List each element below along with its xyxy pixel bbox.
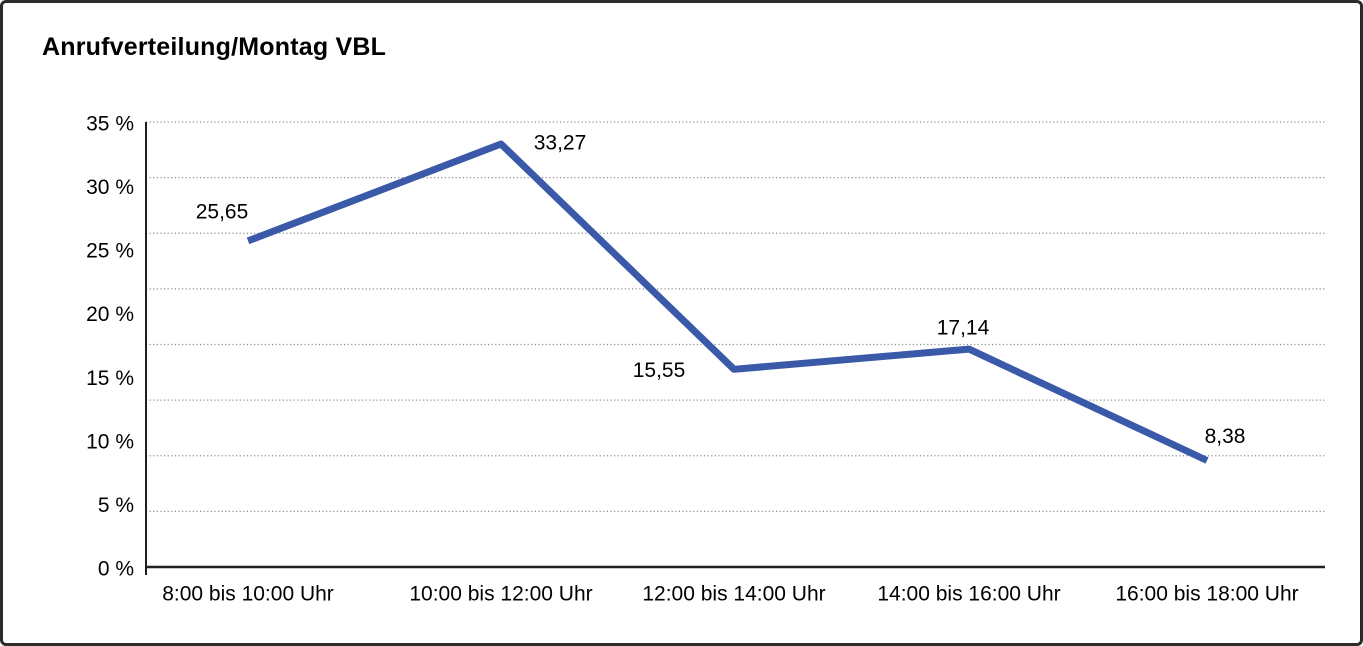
x-tick-label: 10:00 bis 12:00 Uhr [409, 583, 592, 606]
value-label: 33,27 [534, 131, 587, 154]
y-tick-label: 15 % [86, 367, 134, 390]
chart-title: Anrufverteilung/Montag VBL [42, 33, 387, 61]
y-tick-label: 20 % [86, 303, 134, 326]
x-tick-label: 14:00 bis 16:00 Uhr [877, 583, 1060, 606]
y-tick-label: 5 % [98, 494, 134, 517]
value-label: 8,38 [1205, 425, 1246, 448]
x-tick-label: 8:00 bis 10:00 Uhr [162, 583, 334, 606]
y-tick-label: 35 % [86, 113, 134, 136]
value-label: 17,14 [937, 317, 990, 340]
x-tick-label: 12:00 bis 14:00 Uhr [642, 583, 825, 606]
y-tick-label: 0 % [98, 558, 134, 581]
x-tick-label: 16:00 bis 18:00 Uhr [1115, 583, 1298, 606]
y-tick-label: 25 % [86, 240, 134, 263]
y-tick-label: 10 % [86, 430, 134, 453]
y-tick-label: 30 % [86, 176, 134, 199]
value-label: 15,55 [633, 359, 686, 382]
value-label: 25,65 [196, 200, 249, 223]
data-series-line [246, 140, 1209, 464]
line-chart: 35 % 30 % 25 % 20 % 15 % 10 % 5 % 0 % 8:00 bis 1… [86, 113, 1325, 606]
